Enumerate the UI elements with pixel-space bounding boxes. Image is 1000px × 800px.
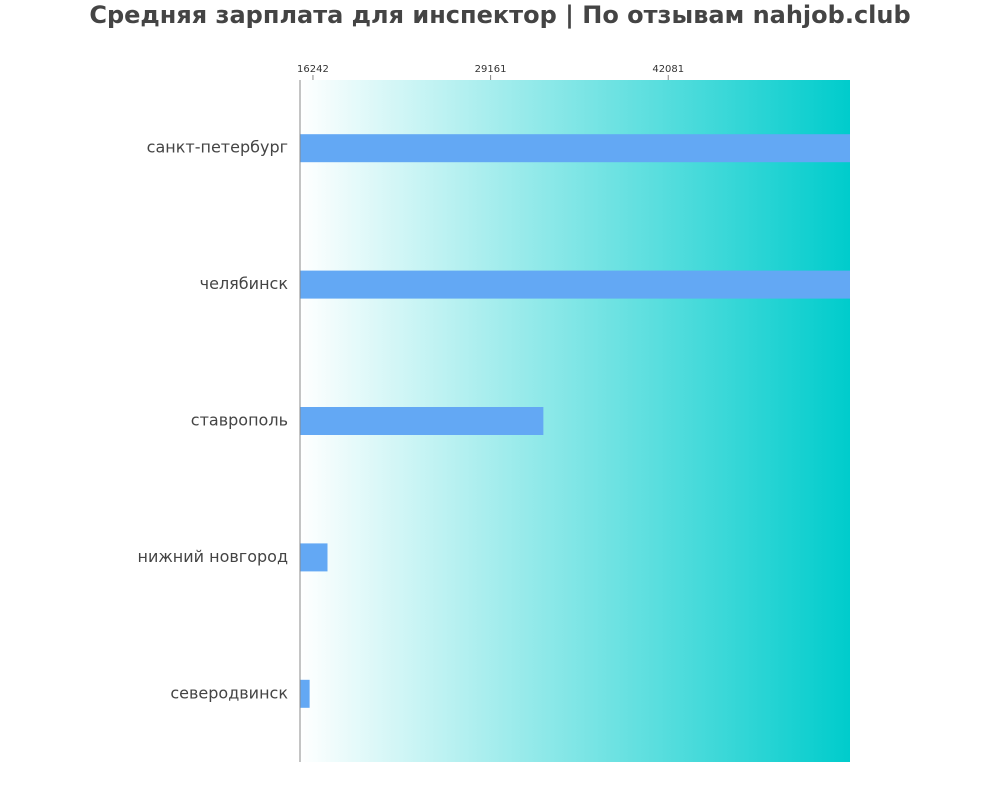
category-label: ставрополь [191, 411, 288, 430]
bar [300, 407, 544, 435]
bar [300, 543, 328, 572]
category-label: нижний новгород [138, 547, 289, 566]
category-label: санкт-петербург [147, 138, 288, 157]
x-axis-ticks: 16242 29161 42081 [297, 64, 684, 80]
bars [300, 134, 850, 708]
bar [300, 679, 310, 708]
bar [300, 270, 850, 299]
category-label: северодвинск [170, 683, 288, 702]
chart-title: Средняя зарплата для инспектор | По отзы… [89, 1, 911, 29]
x-tick-label: 42081 [652, 64, 684, 75]
category-labels: санкт-петербург челябинск ставрополь нижний… [138, 138, 289, 703]
bar [300, 134, 850, 163]
x-tick-label: 29161 [475, 64, 507, 75]
category-label: челябинск [200, 274, 289, 293]
x-tick-label: 16242 [297, 64, 329, 75]
